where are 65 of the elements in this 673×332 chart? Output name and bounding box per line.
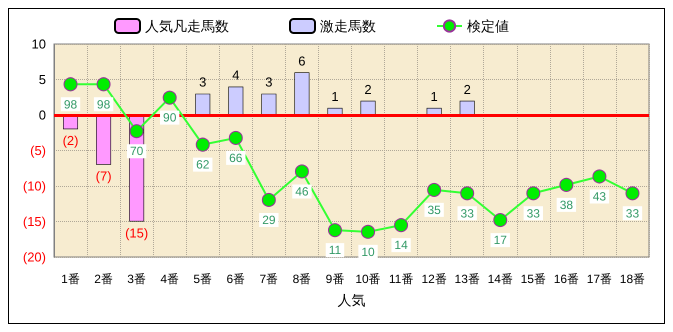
data-label: 43 [592, 189, 606, 204]
x-tick-label: 4番 [160, 272, 180, 286]
data-label: 33 [526, 206, 540, 220]
data-label: 62 [196, 158, 210, 172]
data-label: 10 [361, 244, 376, 259]
x-tick-label: 12番 [421, 272, 447, 286]
data-label: 1 [331, 88, 339, 104]
bar [195, 94, 210, 115]
x-tick-label: 9番 [326, 272, 344, 286]
x-tick-label: 14番 [488, 272, 513, 286]
legend-label: 人気凡走馬数 [145, 18, 229, 34]
data-label: 3 [199, 74, 206, 90]
data-label: 70 [130, 144, 144, 158]
data-label: 4 [232, 68, 240, 83]
data-label: 2 [364, 82, 372, 97]
data-label: 3 [265, 74, 272, 90]
data-label: 98 [64, 97, 78, 112]
data-label: 35 [427, 202, 442, 217]
data-label: 33 [626, 206, 640, 220]
bar [96, 115, 112, 165]
x-tick-label: 17番 [586, 272, 612, 286]
data-label: 6 [298, 53, 306, 68]
x-tick-label: 16番 [554, 272, 580, 286]
y-tick-label: 5 [38, 72, 46, 87]
bar [228, 86, 244, 115]
bar [460, 100, 475, 115]
data-label: 17 [494, 233, 508, 248]
data-label: (15) [125, 226, 148, 240]
bar [261, 94, 276, 115]
data-label: 90 [163, 110, 177, 125]
x-tick-label: 2番 [94, 272, 113, 286]
bar [294, 72, 310, 115]
legend-label: 検定値 [467, 18, 509, 34]
x-tick-label: 1番 [61, 272, 80, 286]
x-axis-title: 人気 [338, 292, 366, 308]
y-tick-label: (5) [30, 143, 46, 158]
y-tick-label: (20) [22, 250, 46, 264]
x-tick-label: 5番 [193, 272, 212, 286]
x-tick-label: 13番 [454, 272, 480, 286]
data-label: 2 [464, 82, 471, 97]
x-tick-label: 15番 [520, 272, 546, 286]
x-tick-label: 8番 [292, 272, 312, 286]
y-tick-label: 10 [32, 36, 46, 52]
x-tick-label: 10番 [355, 272, 381, 286]
x-tick-label: 18番 [620, 272, 646, 286]
x-tick-label: 7番 [260, 272, 278, 286]
data-label: 29 [262, 212, 276, 227]
data-label: 14 [394, 238, 408, 252]
x-tick-label: 6番 [226, 272, 246, 286]
data-label: 11 [328, 243, 342, 258]
legend-label: 激走馬数 [320, 18, 376, 34]
y-tick-label: (10) [22, 178, 46, 194]
data-label: 66 [229, 150, 243, 165]
data-label: 46 [295, 184, 309, 198]
data-label: (7) [96, 168, 112, 184]
y-tick-label: 0 [38, 108, 46, 122]
bar [360, 100, 376, 115]
data-label: 98 [96, 97, 111, 112]
data-label: 38 [560, 198, 574, 212]
data-label: 1 [430, 88, 438, 104]
y-tick-label: (15) [22, 214, 46, 229]
x-tick-label: 11番 [388, 272, 414, 286]
x-tick-label: 3番 [127, 272, 146, 286]
data-label: 33 [460, 206, 474, 220]
data-label: (2) [62, 133, 78, 148]
